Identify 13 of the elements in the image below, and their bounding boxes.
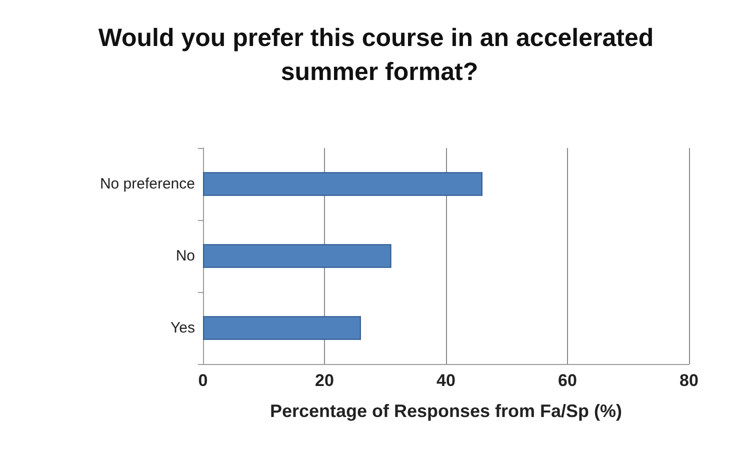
- x-tick-label: 80: [680, 371, 698, 390]
- bar: [203, 316, 361, 340]
- bar: [203, 172, 482, 196]
- y-tick-label: Yes: [170, 320, 195, 336]
- y-tick-label: No: [176, 248, 195, 264]
- x-tick-label: 60: [558, 371, 577, 390]
- x-axis-title: Percentage of Responses from Fa/Sp (%): [270, 401, 622, 421]
- bar: [203, 244, 392, 268]
- x-tick-label: 0: [198, 371, 208, 390]
- y-tick-label: No preference: [100, 176, 195, 192]
- x-tick-label: 20: [315, 371, 334, 390]
- x-tick-label: 40: [436, 371, 456, 390]
- chart-title: Would you prefer this course in an accelerated summer format?: [98, 24, 654, 86]
